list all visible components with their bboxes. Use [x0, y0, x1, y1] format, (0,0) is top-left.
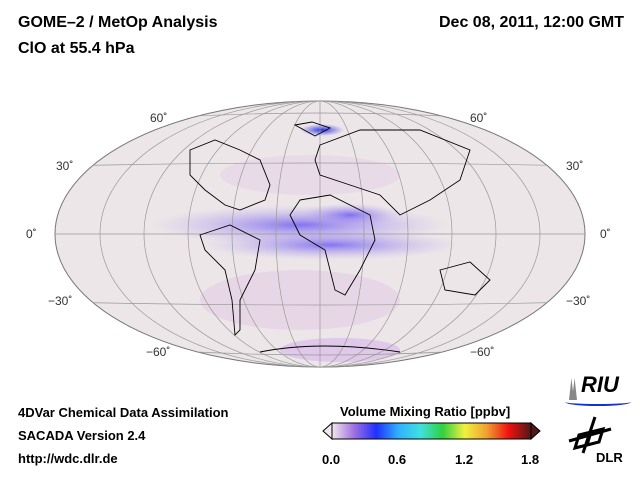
colorbar-max-arrow — [530, 421, 541, 441]
figure-title: GOME–2 / MetOp Analysis — [18, 14, 218, 31]
colorbar-tick-1: 0.6 — [388, 452, 407, 467]
footer-line2: SACADA Version 2.4 — [18, 428, 146, 443]
footer-line1: 4DVar Chemical Data Assimilation — [18, 405, 229, 420]
dlr-logo-icon — [568, 416, 612, 454]
colorbar-min-arrow — [322, 421, 333, 441]
colorbar-title: Volume Mixing Ratio [ppbv] — [340, 404, 511, 419]
lat-label-30n-right: 30˚ — [566, 159, 584, 173]
footer-url[interactable]: http://wdc.dlr.de — [18, 451, 118, 466]
graticule — [55, 101, 585, 367]
lat-label-60s-right: −60˚ — [470, 345, 495, 359]
riu-logo: RIU — [565, 372, 635, 406]
colorbar-gradient — [331, 422, 532, 440]
lat-label-60n-right: 60˚ — [470, 111, 488, 125]
lat-label-30s-left: −30˚ — [48, 294, 73, 308]
coastlines — [189, 121, 491, 353]
colorbar — [322, 421, 541, 441]
colorbar-tick-3: 1.8 — [521, 452, 540, 467]
lat-label-60n-left: 60˚ — [150, 111, 168, 125]
dlr-logo-text: DLR — [596, 450, 623, 465]
colorbar-tick-2: 1.2 — [455, 452, 474, 467]
lat-label-30s-right: −30˚ — [566, 294, 591, 308]
clo-field — [150, 124, 460, 362]
lat-label-0-right: 0˚ — [600, 227, 611, 241]
lat-label-60s-left: −60˚ — [146, 345, 171, 359]
figure-subtitle: ClO at 55.4 hPa — [18, 40, 135, 57]
lat-label-30n-left: 30˚ — [56, 159, 74, 173]
datetime: Dec 08, 2011, 12:00 GMT — [439, 14, 624, 31]
lat-label-0-left: 0˚ — [26, 227, 37, 241]
colorbar-tick-0: 0.0 — [322, 452, 341, 467]
